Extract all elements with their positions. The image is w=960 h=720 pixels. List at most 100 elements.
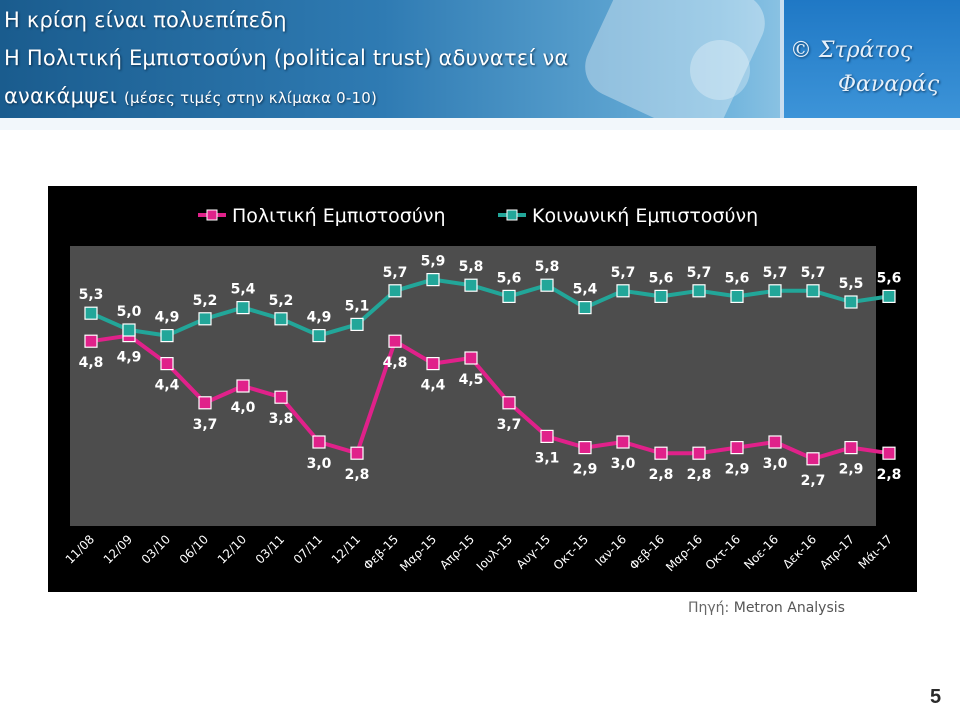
x-tick-label: Νοε-16 bbox=[741, 532, 781, 572]
data-point bbox=[502, 396, 516, 410]
data-label: 5,6 bbox=[649, 270, 674, 286]
data-point bbox=[844, 441, 858, 455]
author-box bbox=[780, 0, 960, 118]
data-point bbox=[122, 323, 136, 337]
data-point bbox=[768, 284, 782, 298]
x-tick-label: 11/08 bbox=[63, 532, 97, 566]
source-label: Πηγή: bbox=[688, 600, 730, 616]
data-label: 5,0 bbox=[117, 304, 142, 320]
chart-panel: Πολιτική Εμπιστοσύνη Κοινωνική Εμπιστοσύν… bbox=[48, 186, 917, 592]
x-tick-label: Ιουλ-15 bbox=[474, 532, 515, 573]
data-label: 2,9 bbox=[839, 462, 864, 478]
x-tick-label: 07/11 bbox=[291, 532, 325, 566]
data-point bbox=[350, 446, 364, 460]
data-point bbox=[730, 289, 744, 304]
data-label: 5,8 bbox=[459, 259, 484, 275]
data-point bbox=[274, 390, 288, 404]
legend-label-0: Πολιτική Εμπιστοσύνη bbox=[232, 205, 446, 227]
title-line-3: ανακάμψει (μέσες τιμές στην κλίμακα 0-10… bbox=[4, 84, 377, 108]
data-label: 4,4 bbox=[421, 378, 446, 394]
data-point bbox=[464, 351, 478, 365]
data-point bbox=[312, 329, 326, 343]
data-label: 5,3 bbox=[79, 287, 104, 303]
data-label: 5,7 bbox=[801, 265, 826, 281]
data-point bbox=[806, 284, 820, 298]
data-point bbox=[692, 284, 706, 298]
data-point bbox=[198, 312, 212, 326]
data-point bbox=[616, 435, 630, 449]
data-point bbox=[236, 300, 250, 315]
source-value: Metron Analysis bbox=[733, 600, 845, 616]
data-point bbox=[540, 429, 554, 443]
x-tick-label: Ιαν-16 bbox=[593, 532, 630, 569]
data-point bbox=[806, 452, 820, 466]
x-tick-label: Μάι-17 bbox=[856, 532, 896, 572]
title-line-2: Η Πολιτική Εμπιστοσύνη (political trust)… bbox=[4, 46, 569, 70]
data-point bbox=[654, 446, 668, 460]
data-label: 3,7 bbox=[497, 417, 522, 433]
title-note: (μέσες τιμές στην κλίμακα 0-10) bbox=[124, 89, 378, 107]
legend-marker-1 bbox=[506, 209, 518, 221]
data-point bbox=[502, 289, 516, 304]
x-tick-label: Φεβ-16 bbox=[627, 532, 667, 572]
data-label: 5,5 bbox=[839, 276, 864, 292]
data-label: 4,8 bbox=[79, 355, 104, 371]
data-label: 5,6 bbox=[497, 270, 522, 286]
data-point bbox=[426, 357, 440, 371]
page-number: 5 bbox=[930, 686, 942, 708]
x-tick-label: 12/09 bbox=[101, 532, 135, 566]
data-label: 5,7 bbox=[687, 265, 712, 281]
data-label: 5,2 bbox=[269, 293, 294, 309]
x-tick-label: Απρ-15 bbox=[437, 532, 477, 572]
x-tick-label: Μαρ-15 bbox=[397, 532, 439, 574]
series-line-0 bbox=[90, 333, 890, 461]
data-point bbox=[160, 329, 174, 343]
data-point bbox=[388, 334, 402, 348]
data-label: 5,4 bbox=[231, 282, 256, 298]
data-label: 2,8 bbox=[877, 467, 902, 483]
x-tick-label: 03/11 bbox=[253, 532, 287, 566]
trust-line-chart: Πολιτική Εμπιστοσύνη Κοινωνική Εμπιστοσύν… bbox=[63, 205, 902, 574]
data-point bbox=[312, 435, 326, 449]
data-point bbox=[882, 446, 896, 460]
x-tick-label: Φεβ-15 bbox=[361, 532, 401, 572]
data-label: 2,9 bbox=[725, 462, 750, 478]
author-line-2: Φαναράς bbox=[838, 72, 940, 97]
data-label: 4,9 bbox=[155, 310, 180, 326]
x-tick-label: 12/11 bbox=[329, 532, 363, 566]
data-point bbox=[160, 357, 174, 371]
x-tick-label: Οκτ-16 bbox=[703, 532, 744, 573]
series-line-1 bbox=[90, 277, 890, 338]
data-point bbox=[768, 435, 782, 449]
data-point bbox=[730, 441, 744, 455]
data-label: 5,2 bbox=[193, 293, 218, 309]
data-label: 4,5 bbox=[459, 372, 484, 388]
data-label: 2,8 bbox=[687, 467, 712, 483]
data-label: 5,6 bbox=[877, 270, 902, 286]
data-point bbox=[540, 278, 554, 292]
x-tick-label: Απρ-17 bbox=[817, 532, 857, 572]
data-label: 2,8 bbox=[345, 467, 370, 483]
data-label: 5,7 bbox=[763, 265, 788, 281]
data-label: 3,1 bbox=[535, 450, 560, 466]
data-label: 4,4 bbox=[155, 378, 180, 394]
legend-marker-0 bbox=[206, 209, 218, 221]
data-label: 4,9 bbox=[117, 350, 142, 366]
data-label: 5,9 bbox=[421, 254, 446, 270]
data-label: 4,8 bbox=[383, 355, 408, 371]
x-tick-label: 12/10 bbox=[215, 532, 249, 566]
data-point bbox=[616, 284, 630, 298]
data-point bbox=[464, 278, 478, 292]
data-label: 5,7 bbox=[383, 265, 408, 281]
legend-label-1: Κοινωνική Εμπιστοσύνη bbox=[532, 205, 758, 227]
data-label: 3,0 bbox=[307, 456, 332, 472]
data-point bbox=[350, 317, 364, 331]
data-point bbox=[198, 396, 212, 410]
data-label: 4,9 bbox=[307, 310, 332, 326]
data-point bbox=[388, 284, 402, 298]
header-banner: Η κρίση είναι πολυεπίπεδη Η Πολιτική Εμπ… bbox=[0, 0, 960, 130]
data-label: 5,7 bbox=[611, 265, 636, 281]
data-label: 3,0 bbox=[763, 456, 788, 472]
data-label: 4,0 bbox=[231, 400, 256, 416]
title-line-3-main: ανακάμψει bbox=[4, 84, 118, 108]
